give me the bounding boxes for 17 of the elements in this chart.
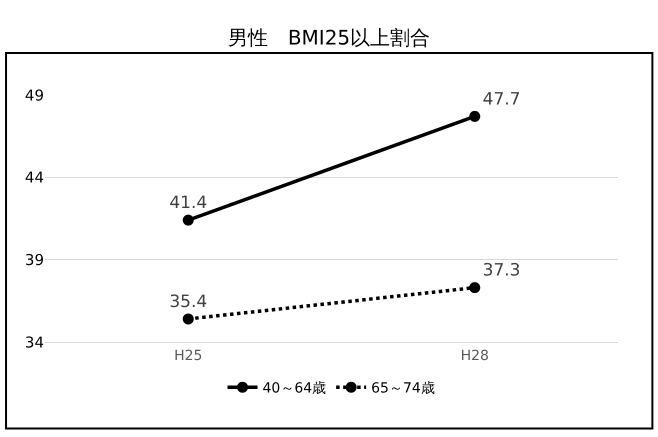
legend-label: 40～64歳 [262, 380, 326, 397]
point [182, 214, 194, 226]
y-tick-label: 39 [24, 250, 44, 269]
data-label: 35.4 [169, 292, 208, 312]
point [469, 110, 480, 122]
data-label: 41.4 [169, 193, 208, 214]
data-label: 37.3 [482, 260, 520, 281]
point [182, 313, 194, 324]
data-label: 47.7 [482, 89, 520, 110]
y-tick-label: 44 [24, 168, 44, 187]
y-tick-label: 49 [24, 86, 44, 104]
chart-title: 男性 BMI25以上割合 [228, 26, 430, 50]
y-tick-label: 34 [24, 333, 44, 352]
point [469, 282, 480, 294]
x-tick-label: H28 [460, 348, 489, 364]
legend-label: 65～74歳 [371, 380, 435, 397]
x-tick-label: H25 [174, 348, 202, 364]
